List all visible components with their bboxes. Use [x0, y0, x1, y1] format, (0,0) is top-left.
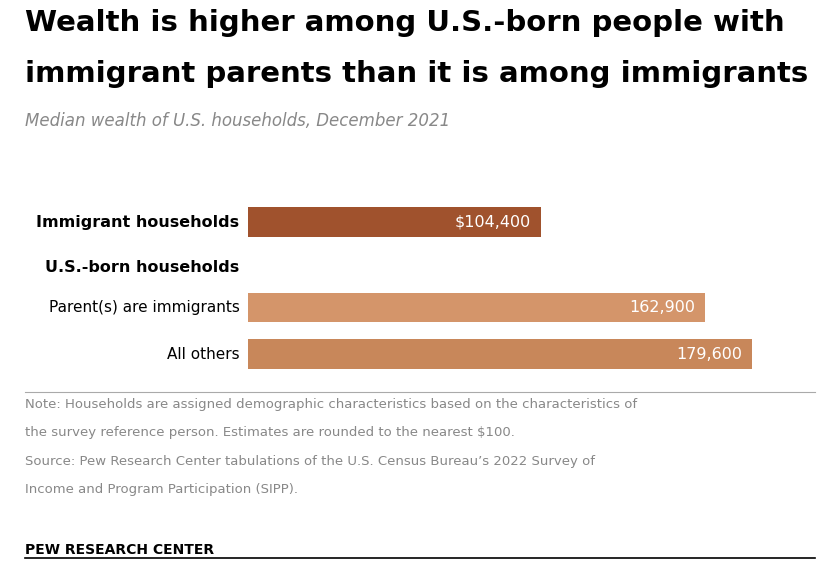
Bar: [248, 339, 752, 369]
Text: 162,900: 162,900: [629, 300, 696, 315]
Text: PEW RESEARCH CENTER: PEW RESEARCH CENTER: [25, 543, 214, 557]
Text: Income and Program Participation (SIPP).: Income and Program Participation (SIPP).: [25, 483, 298, 496]
Text: the survey reference person. Estimates are rounded to the nearest $100.: the survey reference person. Estimates a…: [25, 426, 515, 439]
Bar: [248, 207, 541, 237]
Text: Median wealth of U.S. households, December 2021: Median wealth of U.S. households, Decemb…: [25, 112, 450, 129]
Text: U.S.-born households: U.S.-born households: [45, 260, 239, 275]
Text: All others: All others: [167, 347, 239, 362]
Text: $104,400: $104,400: [454, 214, 531, 229]
Text: Source: Pew Research Center tabulations of the U.S. Census Bureau’s 2022 Survey : Source: Pew Research Center tabulations …: [25, 455, 596, 468]
Text: Note: Households are assigned demographic characteristics based on the character: Note: Households are assigned demographi…: [25, 398, 638, 411]
Bar: [248, 293, 705, 322]
Text: Parent(s) are immigrants: Parent(s) are immigrants: [49, 300, 239, 315]
Text: Wealth is higher among U.S.-born people with: Wealth is higher among U.S.-born people …: [25, 9, 785, 37]
Text: immigrant parents than it is among immigrants: immigrant parents than it is among immig…: [25, 60, 808, 88]
Text: 179,600: 179,600: [676, 347, 742, 362]
Text: Immigrant households: Immigrant households: [36, 214, 239, 229]
